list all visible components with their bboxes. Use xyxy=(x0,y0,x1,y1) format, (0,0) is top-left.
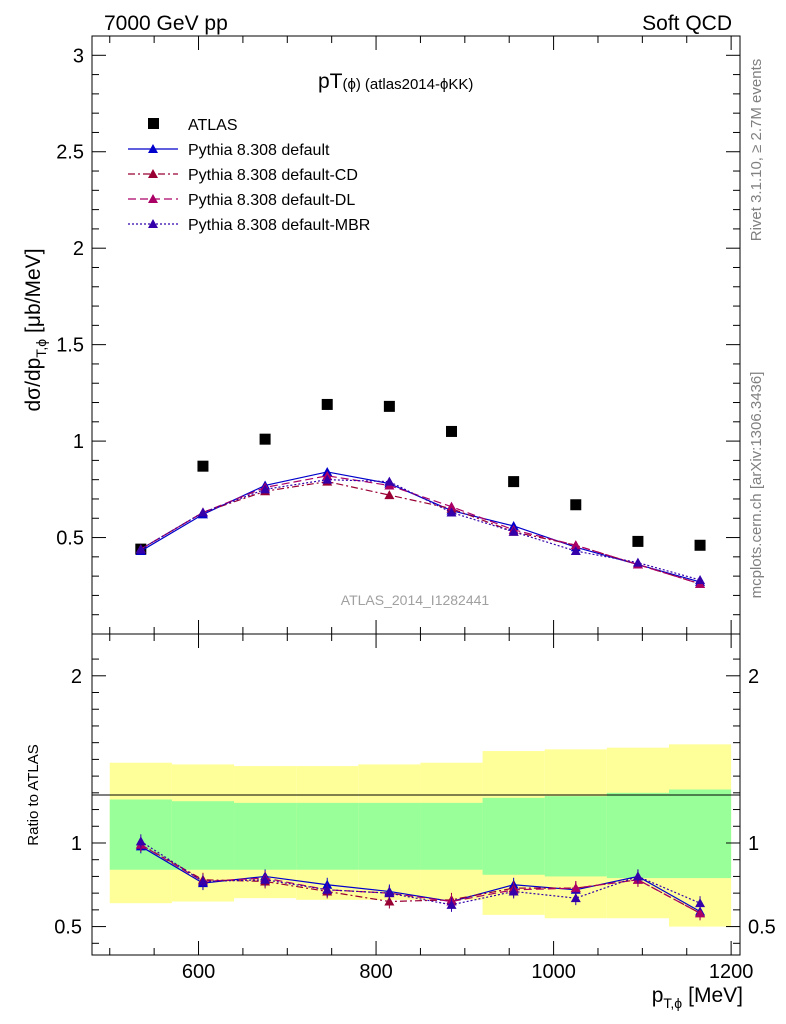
ratio-series-3-marker-2 xyxy=(260,874,271,884)
legend-marker-4 xyxy=(148,219,158,228)
main-series-3-marker-5 xyxy=(446,501,457,511)
ratio-stat-band-8 xyxy=(606,792,669,879)
ratio-series-line-3 xyxy=(140,840,701,906)
atlas-point-6 xyxy=(508,476,520,488)
ratio-series-3-marker-4 xyxy=(384,888,395,898)
atlas-point-8 xyxy=(632,535,644,547)
main-ytick-label-3: 2 xyxy=(73,238,84,260)
ratio-xlabel: pT,ϕ [MeV] xyxy=(652,984,743,1011)
rivet-version-text: Rivet 3.1.10, ≥ 2.7M events xyxy=(748,59,765,242)
ratio-series-3-marker-7 xyxy=(570,893,581,903)
ratio-series-3-marker-8 xyxy=(632,871,643,881)
ratio-series-3-marker-3 xyxy=(322,884,333,894)
ratio-stat-band-4 xyxy=(358,802,421,870)
atlas-point-5 xyxy=(446,425,458,437)
ratio-xtick-label-1: 800 xyxy=(359,961,392,983)
main-title: pT(ϕ) (atlas2014-ϕKK) xyxy=(318,70,473,93)
legend-label-3: Pythia 8.308 default-DL xyxy=(188,192,355,209)
main-series-4-marker-7 xyxy=(570,546,581,556)
ratio-series-3-marker-9 xyxy=(695,898,706,908)
atlas-point-7 xyxy=(570,499,582,511)
ratio-series-2-marker-7 xyxy=(570,883,581,893)
main-ytick-label-0: 0.5 xyxy=(56,528,84,550)
ratio-xtick-label-2: 1000 xyxy=(531,961,576,983)
header-left: 7000 GeV pp xyxy=(104,12,228,35)
ratio-stat-band-2 xyxy=(234,802,297,870)
main-ytick-label-4: 2.5 xyxy=(56,142,84,164)
main-title-rest: (atlas2014-ϕKK) xyxy=(365,76,473,93)
ratio-ytick-label-right-2: 2 xyxy=(748,666,759,688)
ratio-series-1-marker-4 xyxy=(384,896,395,906)
analysis-watermark: ATLAS_2014_I1282441 xyxy=(341,592,490,608)
main-series-4-marker-9 xyxy=(695,574,706,584)
main-series-4-marker-5 xyxy=(446,507,457,517)
main-series-4-marker-3 xyxy=(322,474,333,484)
main-series-4-marker-8 xyxy=(632,557,643,567)
ratio-ytick-label-left-2: 2 xyxy=(71,666,82,688)
main-series-line-1 xyxy=(140,471,701,583)
atlas-point-2 xyxy=(259,433,271,445)
main-series-4-marker-0 xyxy=(135,544,146,554)
main-series-4-marker-6 xyxy=(508,526,519,536)
main-title-pt: pT xyxy=(318,70,343,93)
legend-marker-atlas xyxy=(148,118,159,129)
ratio-stat-band-5 xyxy=(420,802,483,870)
ratio-xtick-label-3: 1200 xyxy=(709,961,754,983)
ratio-stat-band-1 xyxy=(171,801,235,870)
main-ytick-label-1: 1 xyxy=(73,431,84,453)
ratio-series-2-marker-9 xyxy=(695,908,706,918)
legend-marker-3 xyxy=(148,194,158,203)
ratio-xtick-label-0: 600 xyxy=(182,961,215,983)
atlas-point-9 xyxy=(694,539,706,551)
ratio-series-3-marker-0 xyxy=(135,836,146,846)
main-series-4-marker-2 xyxy=(260,484,271,494)
main-series-line-3 xyxy=(140,475,701,585)
main-panel: pT(ϕ) (atlas2014-ϕKK) dσ/dpT,ϕ[μb/MeV] 0.… xyxy=(22,35,741,635)
main-series-3-marker-7 xyxy=(570,540,581,550)
main-series-2-marker-4 xyxy=(384,490,395,500)
main-series-4-marker-4 xyxy=(384,476,395,486)
ratio-stat-band-9 xyxy=(668,789,732,879)
legend-label-4: Pythia 8.308 default-MBR xyxy=(188,217,370,234)
ratio-series-line-1 xyxy=(140,844,701,914)
ratio-ytick-label-right-1: 1 xyxy=(748,833,759,855)
main-title-phi: (ϕ) xyxy=(343,76,361,93)
atlas-point-1 xyxy=(197,460,209,472)
ratio-frame xyxy=(91,633,741,956)
atlas-point-3 xyxy=(321,398,333,410)
main-series-4-marker-1 xyxy=(197,507,208,517)
atlas-point-4 xyxy=(383,400,395,412)
legend: ATLAS Pythia 8.308 default Pythia 8.308 de… xyxy=(128,117,370,234)
main-ytick-label-2: 1.5 xyxy=(56,335,84,357)
main-series-line-4 xyxy=(140,479,701,581)
legend-label-2: Pythia 8.308 default-CD xyxy=(188,167,358,184)
legend-label-0: ATLAS xyxy=(188,117,238,134)
ratio-ytick-label-right-0: 0.5 xyxy=(748,917,776,939)
main-ytick-label-5: 3 xyxy=(73,45,84,67)
ratio-series-line-2 xyxy=(140,844,701,914)
header-right: Soft QCD xyxy=(642,12,732,35)
mcplots-text: mcplots.cern.ch [arXiv:1306.3436] xyxy=(748,372,765,599)
ratio-ylabel: Ratio to ATLAS xyxy=(25,744,42,845)
ratio-stat-band-7 xyxy=(544,796,607,877)
ratio-ytick-label-left-1: 1 xyxy=(71,833,82,855)
legend-label-1: Pythia 8.308 default xyxy=(188,142,330,159)
legend-marker-2 xyxy=(148,169,158,178)
ratio-series-3-marker-6 xyxy=(508,886,519,896)
ratio-series-3-marker-1 xyxy=(197,876,208,886)
ratio-stat-band-3 xyxy=(296,802,359,870)
ratio-series-3-marker-5 xyxy=(446,899,457,909)
ratio-stat-band-6 xyxy=(482,797,545,875)
main-ylabel: dσ/dpT,ϕ[μb/MeV] xyxy=(22,248,49,411)
ratio-ytick-label-left-0: 0.5 xyxy=(54,917,82,939)
legend-marker-1 xyxy=(148,144,158,153)
